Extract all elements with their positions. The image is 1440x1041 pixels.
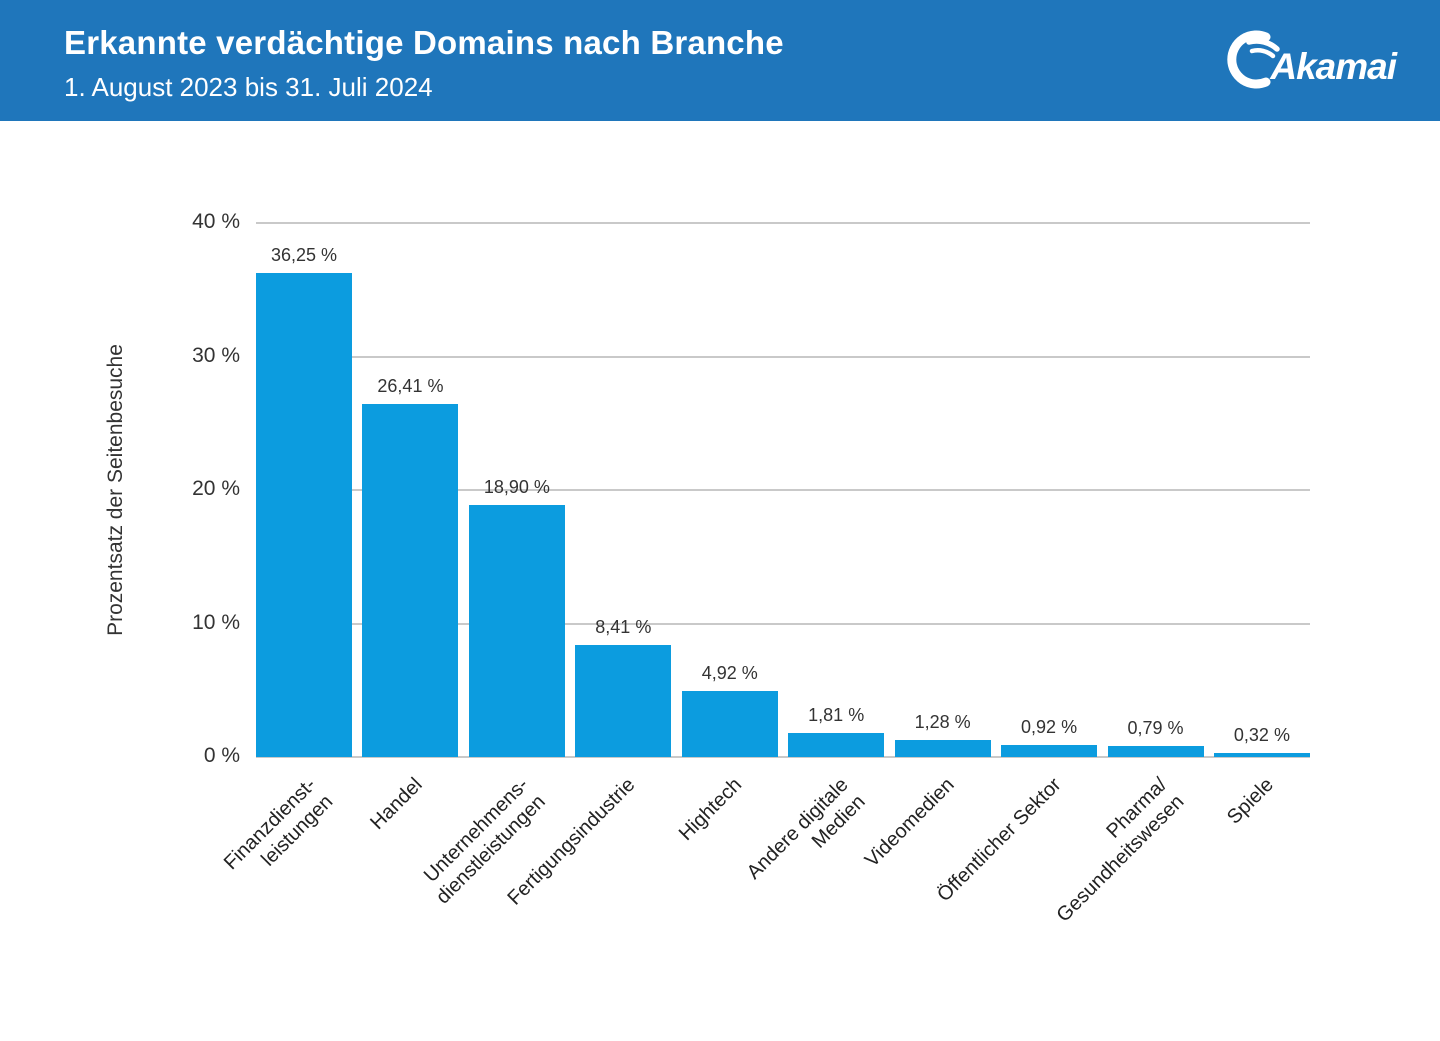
bar-value-label: 1,28 % <box>914 712 971 732</box>
page-subtitle: 1. August 2023 bis 31. Juli 2024 <box>64 72 433 102</box>
x-axis-label-line: Videomedien <box>861 773 959 872</box>
bar-chart: Prozentsatz der Seitenbesuche 40 % 30 % 20… <box>0 121 1440 1041</box>
bar-cell: 36,25 % Finanzdienst-leistungen <box>220 223 352 874</box>
bar-cell: 0,92 % Öffentlicher Sektor <box>933 223 1098 906</box>
bar <box>575 645 672 757</box>
x-axis-label: Hightech <box>674 773 747 846</box>
y-axis-title: Prozentsatz der Seitenbesuche <box>104 344 128 636</box>
bar <box>1001 745 1098 757</box>
bar <box>788 733 885 757</box>
bar-value-label: 0,79 % <box>1127 718 1184 738</box>
bar <box>1213 753 1310 757</box>
bar-cell: 26,41 % Handel <box>362 223 459 834</box>
bar <box>1107 746 1204 757</box>
bar-cell: 1,28 % Videomedien <box>861 223 991 872</box>
bar-value-label: 0,32 % <box>1233 725 1290 745</box>
y-gridline <box>256 355 1310 358</box>
x-axis-label: Spiele <box>1223 773 1279 829</box>
y-tick-label: 30 % <box>192 343 240 367</box>
bar <box>362 404 459 757</box>
bar-cell: 8,41 % Fertigungsindustrie <box>504 223 672 910</box>
page-title: Erkannte verdächtige Domains nach Branch… <box>64 24 784 61</box>
bar <box>681 691 778 757</box>
y-tick-label: 10 % <box>192 610 240 634</box>
y-tick-label: 20 % <box>192 477 240 500</box>
bars-group: 36,25 % Finanzdienst-leistungen 26,41 % Han… <box>220 223 1310 927</box>
bar-value-label: 36,25 % <box>270 245 338 265</box>
akamai-swoosh-icon <box>1222 28 1284 90</box>
bar-value-label: 18,90 % <box>483 477 550 497</box>
bar-cell: 4,92 % Hightech <box>675 223 778 845</box>
y-gridline <box>256 222 1310 224</box>
bar-cell: 0,32 % Spiele <box>1213 223 1310 829</box>
bar-cell: 18,90 % Unternehmens-dienstleistungen <box>420 223 565 908</box>
akamai-logo: Akamai <box>1222 28 1397 90</box>
x-axis-label-line: Spiele <box>1223 773 1279 829</box>
bar-cell: 0,79 % Pharma/Gesundheitswesen <box>1053 223 1204 927</box>
bar <box>894 740 991 757</box>
x-axis-label: Finanzdienst-leistungen <box>219 773 338 892</box>
y-gridline <box>256 622 1310 625</box>
y-tick-label: 40 % <box>192 210 240 233</box>
y-gridline <box>256 756 1310 758</box>
bar-value-label: 1,81 % <box>808 705 865 725</box>
y-tick-label: 0 % <box>203 744 240 767</box>
bar-value-label: 4,92 % <box>701 663 758 683</box>
plot-area: 40 % 30 % 20 % 10 % 0 % 36,25 % Finanzdienst-l… <box>192 210 1310 927</box>
x-axis-label: Videomedien <box>860 773 959 872</box>
bar-cell: 1,81 % Andere digitale Medien <box>743 223 885 884</box>
bar-value-label: 0,92 % <box>1021 717 1078 737</box>
x-axis-label-line: Handel <box>366 773 427 835</box>
bar <box>468 505 565 757</box>
x-axis-label-line: Hightech <box>674 773 747 846</box>
bar-value-label: 8,41 % <box>595 617 652 637</box>
bar-value-label: 26,41 % <box>377 376 444 396</box>
y-gridline <box>256 489 1310 491</box>
x-axis-label: Handel <box>366 773 428 835</box>
bar <box>256 273 352 757</box>
x-axis-label: Andere digitale Medien <box>742 773 870 901</box>
header-band: Erkannte verdächtige Domains nach Branch… <box>0 0 1440 121</box>
akamai-wordmark: Akamai <box>1270 46 1397 87</box>
